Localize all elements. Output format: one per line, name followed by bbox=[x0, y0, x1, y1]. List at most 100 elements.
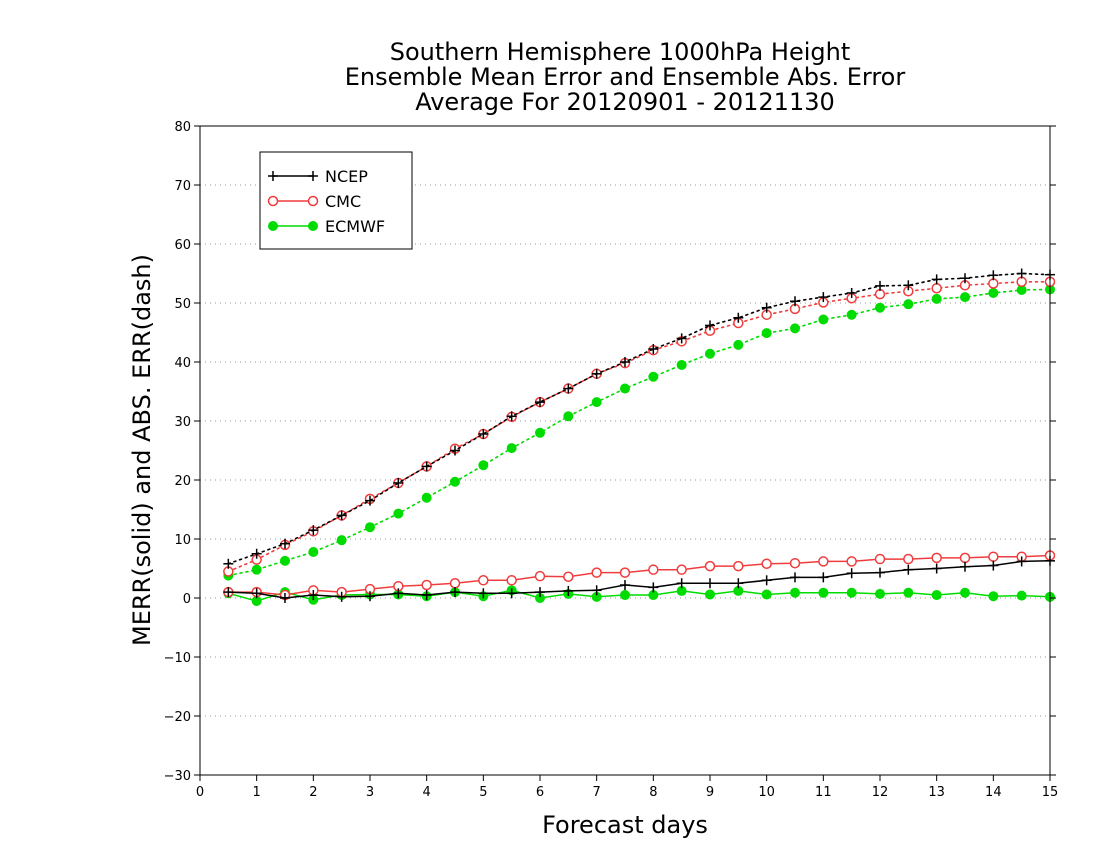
point-ncep-abs-err-28 bbox=[1016, 268, 1027, 279]
point-ncep-abs-err-13 bbox=[591, 368, 602, 379]
y-tick-label-50: 50 bbox=[174, 297, 191, 312]
series-ecmwf-abs-err bbox=[223, 284, 1055, 581]
y-tick-label--20: −20 bbox=[164, 710, 191, 725]
point-cmc-merr-19 bbox=[761, 558, 772, 570]
point-ncep-merr-5 bbox=[365, 591, 375, 602]
point-ncep-abs-err-11 bbox=[535, 397, 545, 408]
title-line-3: Average For 20120901 - 20121130 bbox=[415, 88, 835, 116]
point-ecmwf-abs-err-14 bbox=[620, 383, 630, 394]
point-ncep-abs-err-3 bbox=[308, 525, 319, 536]
point-cmc-merr-27 bbox=[988, 551, 999, 562]
x-tick-label-14: 14 bbox=[985, 785, 1002, 800]
line-ncep-abs-err bbox=[227, 272, 1051, 565]
series-ncep-merr bbox=[223, 555, 1055, 603]
point-cmc-abs-err-25 bbox=[931, 283, 942, 294]
point-ncep-merr-3 bbox=[308, 590, 319, 601]
point-ncep-abs-err-20 bbox=[790, 296, 800, 307]
point-ecmwf-abs-err-5 bbox=[365, 522, 375, 533]
line-cmc-merr bbox=[228, 554, 1051, 596]
point-ncep-abs-err-16 bbox=[676, 333, 687, 344]
point-ecmwf-abs-err-26 bbox=[960, 292, 970, 303]
point-ncep-merr-0 bbox=[223, 587, 234, 598]
point-ncep-abs-err-14 bbox=[620, 357, 630, 367]
point-cmc-merr-24 bbox=[903, 553, 914, 565]
point-ncep-abs-err-22 bbox=[846, 287, 857, 298]
point-ecmwf-abs-err-6 bbox=[393, 508, 404, 519]
point-ncep-abs-err-1 bbox=[251, 548, 262, 559]
y-tick-label-10: 10 bbox=[174, 533, 191, 548]
point-ncep-abs-err-15 bbox=[648, 344, 659, 355]
point-ncep-merr-14 bbox=[620, 580, 630, 591]
legend-marker-end-ncep bbox=[308, 171, 318, 181]
point-ncep-merr-19 bbox=[761, 575, 772, 586]
point-ncep-abs-err-24 bbox=[903, 280, 914, 291]
point-ncep-merr-4 bbox=[336, 591, 347, 602]
legend-label-cmc: CMC bbox=[325, 192, 361, 211]
legend: NCEP CMC ECMWF bbox=[259, 151, 413, 250]
point-ecmwf-merr-23 bbox=[875, 588, 885, 599]
point-ecmwf-abs-err-18 bbox=[733, 339, 744, 350]
point-ncep-merr-10 bbox=[506, 588, 517, 599]
point-ecmwf-abs-err-19 bbox=[761, 328, 772, 339]
point-ecmwf-abs-err-10 bbox=[506, 443, 517, 454]
point-ncep-merr-7 bbox=[421, 590, 432, 601]
point-ncep-merr-25 bbox=[931, 563, 942, 574]
y-tick-label--30: −30 bbox=[164, 769, 191, 784]
x-tick-label-2: 2 bbox=[309, 785, 317, 800]
point-ncep-abs-err-9 bbox=[478, 428, 489, 439]
line-ecmwf-abs-err bbox=[227, 288, 1051, 577]
title-line-1: Southern Hemisphere 1000hPa Height bbox=[390, 38, 850, 66]
x-tick-label-1: 1 bbox=[253, 785, 261, 800]
series-ecmwf-merr bbox=[223, 585, 1055, 606]
point-ecmwf-merr-25 bbox=[931, 590, 942, 601]
point-cmc-merr-17 bbox=[704, 560, 716, 572]
point-ncep-merr-2 bbox=[280, 593, 290, 603]
point-ecmwf-merr-22 bbox=[846, 587, 857, 598]
point-ecmwf-merr-24 bbox=[903, 587, 914, 598]
point-ncep-abs-err-8 bbox=[450, 445, 460, 456]
point-ncep-abs-err-6 bbox=[393, 477, 404, 488]
x-axis-label: Forecast days bbox=[542, 811, 708, 839]
point-ncep-merr-12 bbox=[563, 585, 574, 596]
point-ncep-merr-1 bbox=[251, 588, 262, 599]
point-ncep-abs-err-0 bbox=[223, 558, 234, 569]
point-ecmwf-merr-20 bbox=[790, 587, 800, 598]
point-ncep-abs-err-25 bbox=[931, 274, 942, 285]
point-ecmwf-abs-err-22 bbox=[846, 309, 857, 320]
point-ecmwf-abs-err-3 bbox=[308, 546, 319, 557]
grid-lines bbox=[200, 184, 1050, 717]
point-cmc-merr-18 bbox=[733, 560, 744, 572]
legend-marker-start-ncep bbox=[268, 171, 278, 181]
point-ecmwf-abs-err-11 bbox=[535, 427, 545, 438]
plot-frame bbox=[199, 125, 1051, 776]
point-cmc-merr-13 bbox=[591, 567, 602, 578]
point-ecmwf-merr-17 bbox=[705, 589, 715, 600]
point-cmc-merr-9 bbox=[478, 575, 489, 586]
line-ecmwf-merr bbox=[228, 589, 1051, 602]
point-ncep-merr-26 bbox=[960, 561, 970, 572]
point-ecmwf-abs-err-2 bbox=[280, 555, 290, 566]
point-ncep-merr-16 bbox=[676, 578, 687, 589]
point-ncep-abs-err-2 bbox=[280, 538, 290, 549]
point-ncep-abs-err-18 bbox=[733, 312, 744, 323]
point-ecmwf-abs-err-13 bbox=[591, 397, 602, 408]
point-ecmwf-abs-err-9 bbox=[478, 460, 489, 471]
point-ecmwf-merr-26 bbox=[960, 587, 970, 598]
point-ncep-merr-28 bbox=[1016, 556, 1027, 567]
point-cmc-merr-23 bbox=[874, 553, 886, 565]
chart-title: Southern Hemisphere 1000hPa Height Ensem… bbox=[345, 38, 906, 116]
point-ncep-abs-err-23 bbox=[875, 280, 885, 291]
y-tick-label-0: 0 bbox=[183, 592, 191, 607]
point-cmc-merr-20 bbox=[789, 557, 801, 569]
point-cmc-merr-16 bbox=[676, 564, 687, 575]
x-tick-label-8: 8 bbox=[649, 785, 657, 800]
point-cmc-merr-25 bbox=[931, 552, 942, 564]
series-cmc-merr bbox=[223, 550, 1056, 601]
x-tick-label-3: 3 bbox=[366, 785, 374, 800]
point-ncep-abs-err-17 bbox=[705, 320, 715, 331]
legend-marker-start-ecmwf bbox=[268, 221, 278, 231]
point-ecmwf-abs-err-4 bbox=[336, 535, 347, 546]
legend-marker-end-ecmwf bbox=[308, 221, 318, 231]
